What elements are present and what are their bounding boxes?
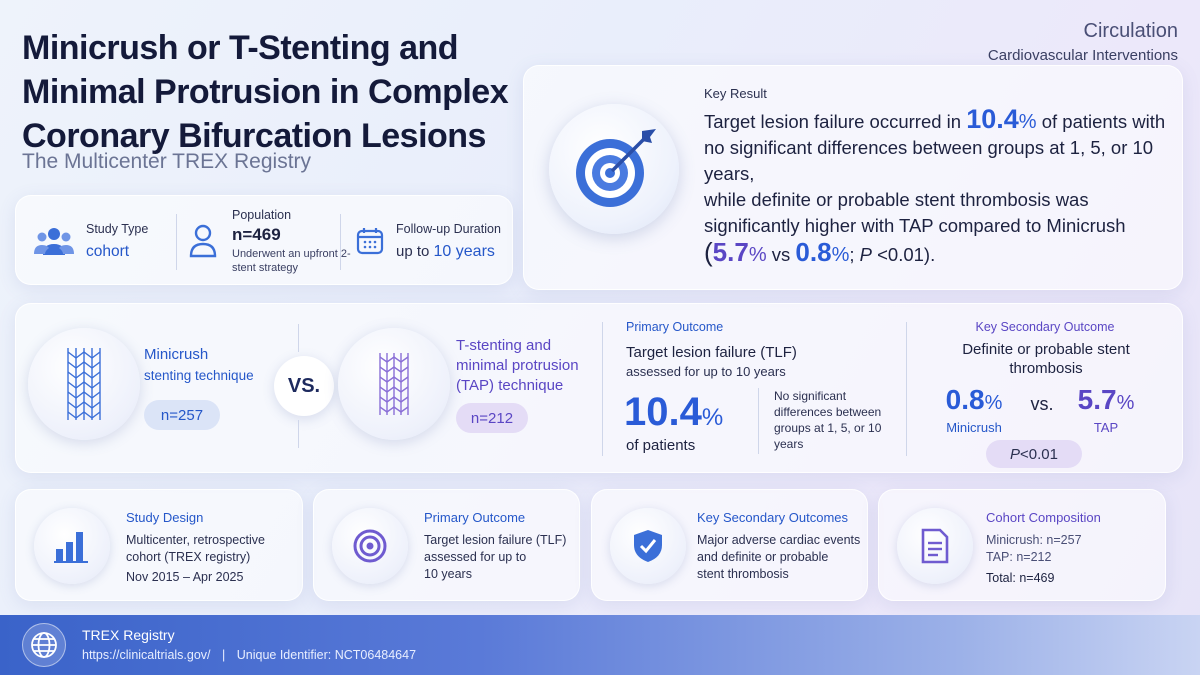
divider (298, 420, 299, 448)
footer-registry: TREX Registry (82, 627, 175, 643)
card-study-design: Study Design Multicenter, retrospective c… (15, 489, 303, 601)
divider (340, 214, 341, 270)
divider (758, 388, 759, 454)
card-primary-outcome: Primary Outcome Target lesion failure (T… (313, 489, 580, 601)
secondary-v1: 0.8% (945, 384, 1003, 415)
study-type-value: cohort (86, 242, 130, 260)
followup-cell: Follow-up Duration up to 10 years (356, 196, 501, 286)
group1-n-badge: n=257 (144, 400, 220, 430)
globe-icon (31, 632, 57, 658)
primary-outcome-value: 10.4% (624, 390, 724, 434)
page-subtitle: The Multicenter TREX Registry (22, 150, 312, 173)
shield-check-icon (634, 530, 662, 562)
primary-outcome-label: Primary Outcome (626, 320, 724, 334)
followup-value: up to 10 years (396, 242, 495, 260)
secondary-outcome-label: Key Secondary Outcome (975, 320, 1115, 334)
divider (298, 324, 299, 352)
card-title: Key Secondary Outcomes (697, 510, 849, 525)
secondary-v1-label: Minicrush (946, 420, 1002, 435)
shield-icon-badge (610, 508, 686, 584)
card-title: Cohort Composition (986, 510, 1101, 525)
secondary-v2-label: TAP (1093, 420, 1119, 435)
page-title: Minicrush or T-Stenting and Minimal Prot… (22, 29, 509, 155)
card-title: Study Design (126, 510, 204, 525)
group1-name: Minicrush (144, 346, 209, 363)
group2-name: T-stenting and minimal protrusion (TAP) … (456, 337, 579, 394)
card-body: Target lesion failure (TLF) assessed for … (424, 533, 567, 581)
divider (906, 322, 907, 456)
population-label: Population (232, 207, 292, 222)
target-icon-badge (549, 104, 679, 234)
calendar-icon (356, 228, 384, 255)
stent-icon (67, 348, 101, 420)
registry-link[interactable]: https://clinicaltrials.gov/ (82, 648, 211, 662)
stent-icon (379, 353, 409, 415)
primary-outcome-note: No significant differences between group… (774, 389, 882, 451)
followup-label: Follow-up Duration (396, 221, 501, 236)
comparison-panel: Minicrush stenting technique n=257 VS. T… (15, 303, 1183, 473)
group2-n-badge: n=212 (456, 403, 528, 433)
card-body: Major adverse cardiac events and definite… (697, 533, 861, 581)
document-icon-badge (897, 508, 973, 584)
footer-bar: TREX Registry https://clinicaltrials.gov… (0, 615, 1200, 675)
card-cohort-composition: Cohort Composition Minicrush: n=257 TAP: … (878, 489, 1166, 601)
footer-links: https://clinicaltrials.gov/ | Unique Ide… (82, 648, 417, 662)
p-value-badge: P <0.01 (986, 440, 1082, 468)
vs-badge: VS. (274, 356, 334, 416)
card-body: Multicenter, retrospective cohort (TREX r… (126, 533, 265, 584)
card-title: Primary Outcome (424, 510, 526, 525)
study-type-label: Study Type (86, 221, 149, 236)
globe-icon-badge (22, 623, 66, 667)
card-body: Minicrush: n=257 TAP: n=212 Total: n=469 (986, 533, 1082, 585)
key-result-label: Key Result (704, 86, 767, 101)
key-result-text: Target lesion failure occurred in 10.4% … (704, 104, 1166, 267)
secondary-outcome-title: Definite or probable stent thrombosis (962, 341, 1130, 377)
study-type-cell: Study Type cohort (34, 196, 148, 286)
person-icon (189, 224, 217, 258)
target-icon (353, 529, 387, 563)
journal-line1: Circulation (1083, 20, 1178, 42)
population-note: Underwent an upfront 2-stent strategy (232, 247, 351, 274)
target-icon-badge (332, 508, 408, 584)
document-icon (921, 528, 949, 564)
target-arrow-icon (576, 129, 656, 207)
journal-line2: Cardiovascular Interventions (987, 47, 1178, 64)
secondary-vs: vs. (1030, 394, 1054, 414)
primary-outcome-sub: assessed for up to 10 years (626, 364, 786, 379)
people-icon (34, 228, 74, 255)
population-value: n=469 (232, 224, 281, 244)
divider (602, 322, 603, 456)
registry-identifier: Unique Identifier: NCT06484647 (236, 648, 417, 662)
population-cell: Population n=469 Underwent an upfront 2-… (188, 196, 352, 286)
primary-outcome-title: Target lesion failure (TLF) (626, 344, 797, 361)
card-secondary-outcomes: Key Secondary Outcomes Major adverse car… (591, 489, 868, 601)
primary-outcome-caption: of patients (626, 437, 696, 454)
study-info-panel: Study Type cohort Population n=469 Under… (15, 195, 513, 285)
bar-chart-icon-badge (34, 508, 110, 584)
key-result-panel: Key Result Target lesion failure occurre… (523, 65, 1183, 290)
minicrush-stent-image (28, 328, 140, 440)
group1-sub: stenting technique (144, 368, 254, 383)
journal-name: Circulation Cardiovascular Interventions (988, 20, 1178, 64)
secondary-v2: 5.7% (1077, 384, 1135, 415)
bar-chart-icon (54, 532, 88, 563)
tap-stent-image (338, 328, 450, 440)
divider (176, 214, 177, 270)
